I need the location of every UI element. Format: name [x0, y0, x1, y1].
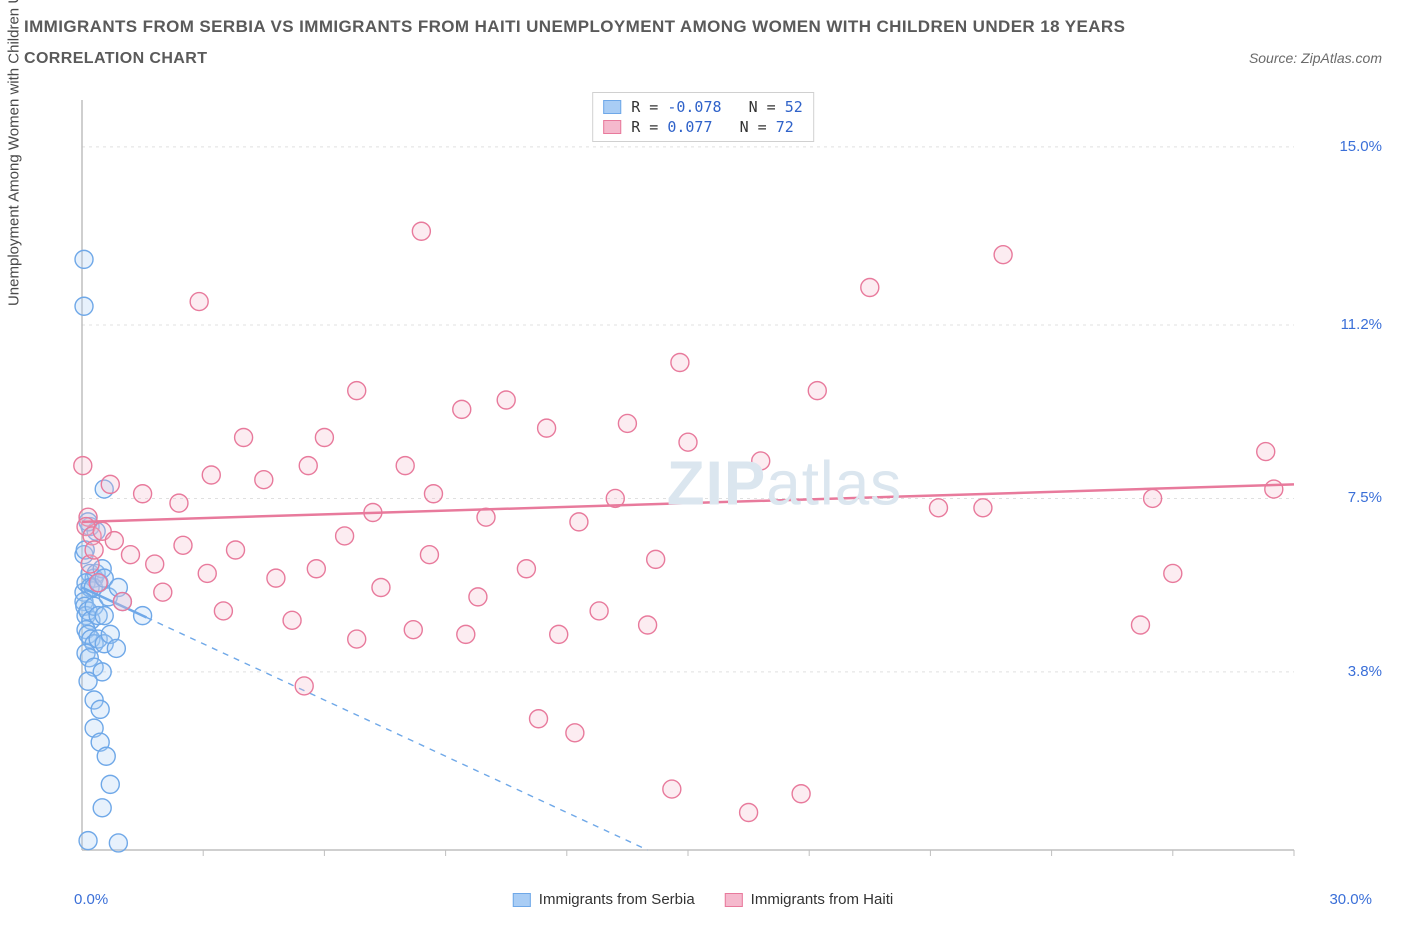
chart-subtitle: CORRELATION CHART	[24, 50, 207, 68]
legend-swatch	[603, 100, 621, 114]
legend-swatch	[725, 893, 743, 907]
legend-stats: R = -0.078 N = 52	[631, 98, 803, 116]
legend-series-item: Immigrants from Haiti	[725, 891, 894, 908]
legend-swatch	[513, 893, 531, 907]
y-tick-label: 7.5%	[1348, 489, 1382, 506]
legend-series-label: Immigrants from Haiti	[751, 891, 894, 908]
y-axis-label: Unemployment Among Women with Children U…	[6, 0, 23, 306]
source-credit: Source: ZipAtlas.com	[1249, 50, 1382, 66]
legend-correlation: R = -0.078 N = 52 R = 0.077 N = 72	[592, 92, 814, 142]
legend-correlation-row: R = 0.077 N = 72	[603, 117, 803, 137]
y-tick-label: 3.8%	[1348, 663, 1382, 680]
legend-stats: R = 0.077 N = 72	[631, 118, 794, 136]
watermark: ZIPatlas	[667, 448, 902, 519]
header: IMMIGRANTS FROM SERBIA VS IMMIGRANTS FRO…	[0, 0, 1406, 68]
legend-series-label: Immigrants from Serbia	[539, 891, 695, 908]
legend-correlation-row: R = -0.078 N = 52	[603, 97, 803, 117]
y-tick-label: 11.2%	[1341, 316, 1382, 333]
x-axis-min-label: 0.0%	[74, 891, 108, 908]
y-tick-label: 15.0%	[1339, 138, 1382, 155]
x-axis-max-label: 30.0%	[1329, 891, 1372, 908]
legend-series-item: Immigrants from Serbia	[513, 891, 695, 908]
legend-swatch	[603, 120, 621, 134]
chart-title: IMMIGRANTS FROM SERBIA VS IMMIGRANTS FRO…	[24, 14, 1382, 40]
legend-series: Immigrants from Serbia Immigrants from Ha…	[513, 891, 893, 908]
chart-area: Unemployment Among Women with Children U…	[24, 90, 1382, 910]
